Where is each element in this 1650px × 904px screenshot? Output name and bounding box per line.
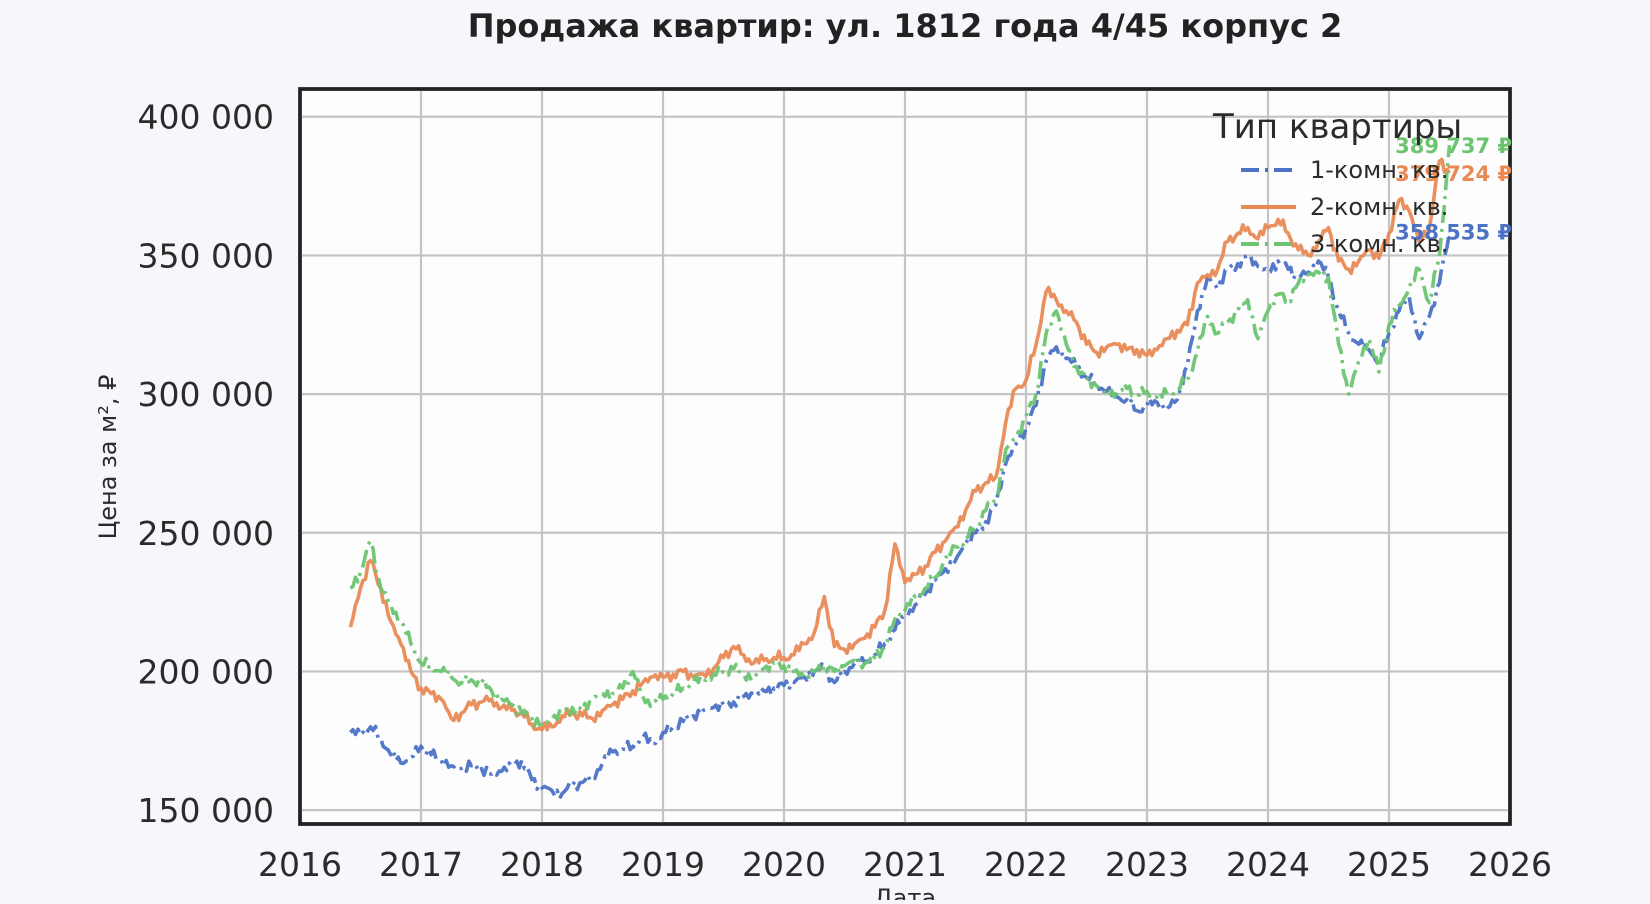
y-tick-label: 200 000 <box>138 652 274 691</box>
x-tick-label: 2019 <box>621 845 705 884</box>
series-lines <box>348 145 1452 801</box>
x-axis-label: Дата <box>874 884 936 900</box>
x-tick-label: 2016 <box>258 845 342 884</box>
series-line-3 <box>349 145 1452 728</box>
grid <box>300 89 1510 824</box>
x-tick-label: 2018 <box>500 845 584 884</box>
series-end-label: 358 535 ₽ <box>1395 221 1512 245</box>
x-tick-label: 2026 <box>1468 845 1552 884</box>
x-tick-label: 2023 <box>1105 845 1189 884</box>
y-axis-label: Цена за м², ₽ <box>94 375 122 540</box>
series-end-label: 379 724 ₽ <box>1395 162 1512 186</box>
end-labels: 358 535 ₽ 379 724 ₽ 389 737 ₽ <box>1395 134 1512 245</box>
x-tick-label: 2020 <box>742 845 826 884</box>
x-tick-label: 2025 <box>1347 845 1431 884</box>
x-tick-label: 2024 <box>1226 845 1310 884</box>
y-tick-label: 250 000 <box>138 514 274 553</box>
series-end-label: 389 737 ₽ <box>1395 134 1512 158</box>
x-tick-label: 2021 <box>863 845 947 884</box>
chart-title: Продажа квартир: ул. 1812 года 4/45 корп… <box>468 7 1343 45</box>
legend-label: 1-комн. кв. <box>1310 156 1448 184</box>
legend-title: Тип квартиры <box>1212 107 1462 147</box>
y-tick-label: 350 000 <box>138 236 274 275</box>
tick-labels: 2016 2017 2018 2019 2020 2021 2022 2023 2024 2025… <box>138 98 1552 884</box>
y-tick-label: 400 000 <box>138 98 274 137</box>
y-tick-label: 300 000 <box>138 375 274 414</box>
series-line-1 <box>349 231 1452 801</box>
y-tick-label: 150 000 <box>138 791 274 830</box>
legend: Тип квартиры 1-комн. кв. 2-комн. кв. 3-ком… <box>1212 107 1462 258</box>
x-tick-label: 2022 <box>984 845 1068 884</box>
legend-label: 3-комн. кв. <box>1310 230 1448 258</box>
x-tick-label: 2017 <box>379 845 463 884</box>
legend-label: 2-комн. кв. <box>1310 193 1448 221</box>
